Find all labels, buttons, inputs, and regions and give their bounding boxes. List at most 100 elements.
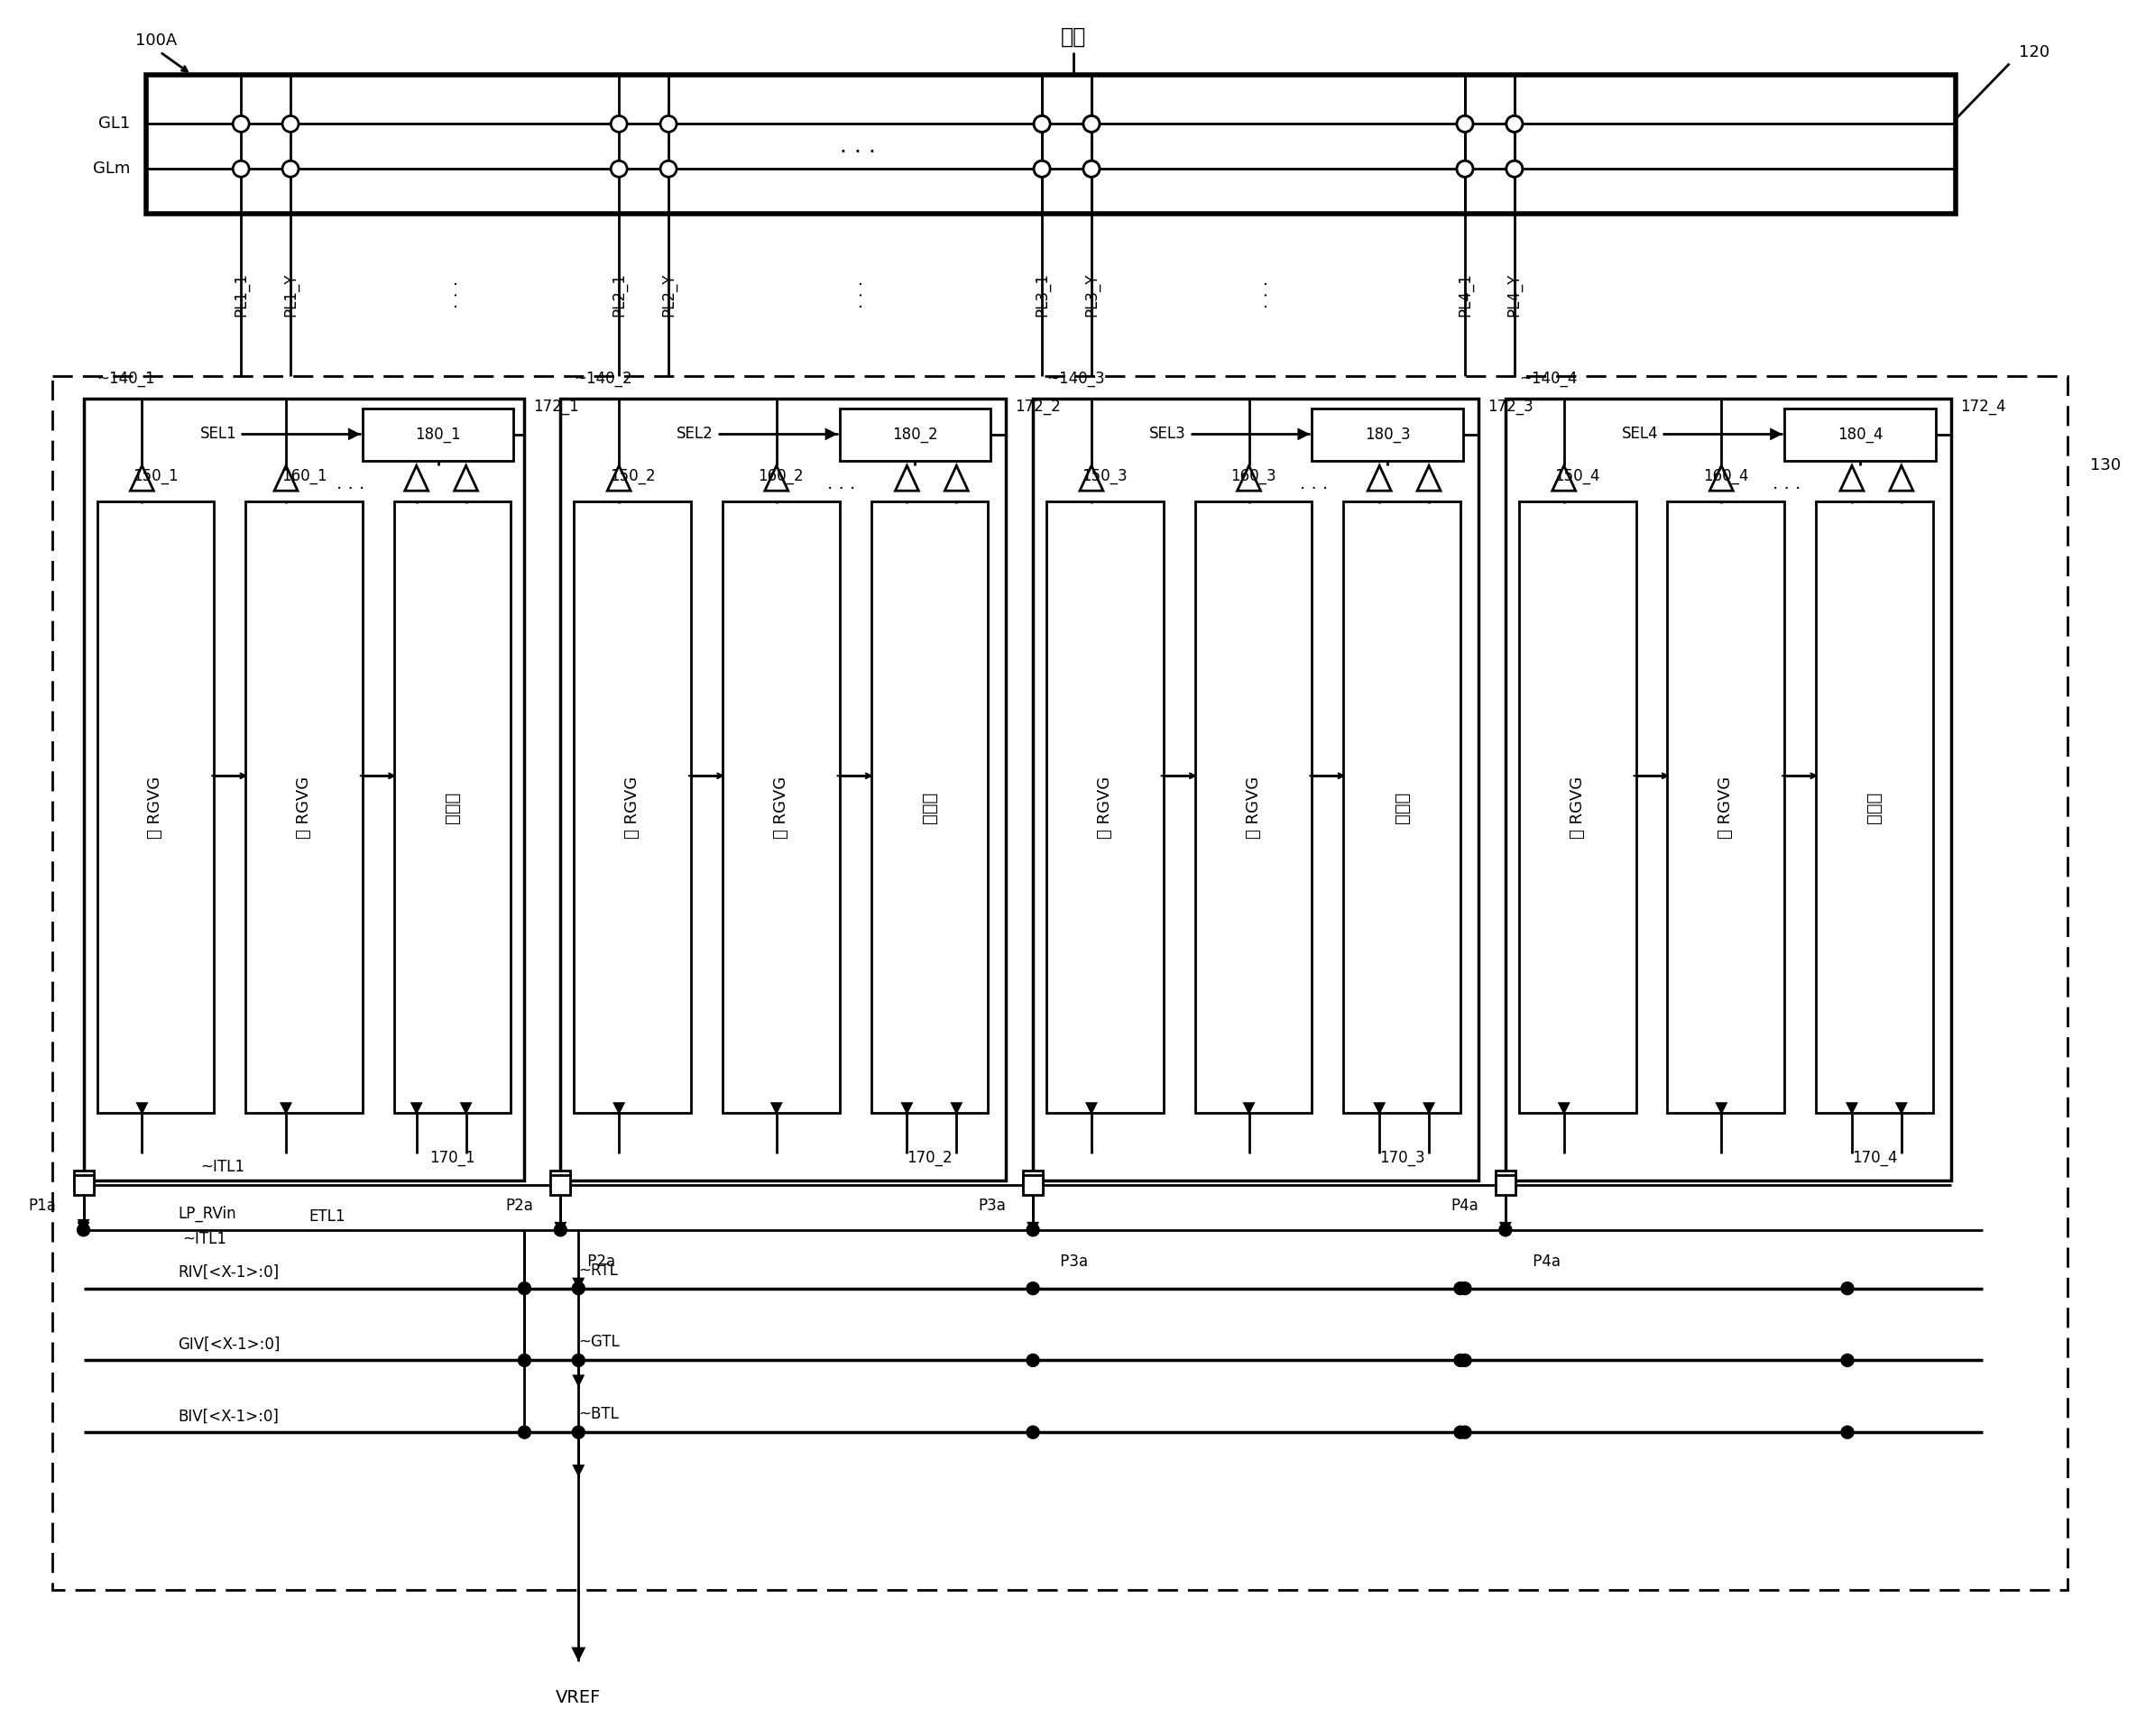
Text: . . .: . . . [444,281,461,309]
Polygon shape [1552,465,1575,491]
Circle shape [612,161,627,177]
Text: 主 RGVG: 主 RGVG [148,776,163,838]
Text: ~140_3: ~140_3 [1047,370,1105,387]
Bar [723,502,839,1113]
Text: ~RTL: ~RTL [579,1262,618,1278]
Text: PL4_Y: PL4_Y [1506,273,1522,316]
Bar [84,398,524,1180]
Text: . . .: . . . [337,476,365,491]
Bar [560,398,1006,1180]
Text: 172_1: 172_1 [534,399,579,415]
Text: . . .: . . . [1300,476,1328,491]
Circle shape [554,1224,567,1236]
Bar [1667,502,1785,1113]
Polygon shape [573,1375,584,1387]
Polygon shape [455,465,479,491]
Text: ~ITL1: ~ITL1 [200,1160,245,1175]
Bar [1816,502,1934,1113]
Bar [1195,502,1311,1113]
Text: 172_3: 172_3 [1487,399,1532,415]
Polygon shape [1841,465,1863,491]
Polygon shape [1500,1222,1511,1234]
Polygon shape [1770,427,1783,441]
Text: 180_3: 180_3 [1365,427,1410,443]
Circle shape [234,116,249,132]
Text: 130: 130 [2090,458,2120,474]
Text: 160_1: 160_1 [281,469,326,484]
Polygon shape [410,1102,423,1115]
Text: 150_4: 150_4 [1554,469,1601,484]
Text: ETL1: ETL1 [309,1208,346,1224]
Polygon shape [944,465,968,491]
Circle shape [573,1283,584,1295]
Text: GLm: GLm [92,161,131,177]
Text: PL1_Y: PL1_Y [283,273,298,316]
Text: 150_2: 150_2 [609,469,655,484]
Polygon shape [895,465,918,491]
Bar [52,375,2069,1590]
Circle shape [1457,161,1472,177]
Text: 解码器: 解码器 [921,792,938,823]
Polygon shape [406,465,429,491]
Circle shape [283,116,298,132]
Polygon shape [1846,1102,1858,1115]
Circle shape [1026,1425,1039,1439]
Circle shape [573,1425,584,1439]
Circle shape [1084,116,1099,132]
Text: 160_3: 160_3 [1230,469,1277,484]
Circle shape [661,161,676,177]
Polygon shape [607,465,631,491]
Polygon shape [573,1465,584,1477]
Circle shape [1026,1224,1039,1236]
Text: ~140_1: ~140_1 [97,370,155,387]
Text: 100A: 100A [135,33,178,49]
Polygon shape [1423,1102,1436,1115]
Text: 从 RGVG: 从 RGVG [1245,776,1262,838]
Text: 解码器: 解码器 [1865,792,1882,823]
Text: ~140_4: ~140_4 [1519,370,1577,387]
Text: P2a: P2a [584,1253,616,1269]
Polygon shape [770,1102,783,1115]
Text: ~140_2: ~140_2 [573,370,633,387]
Text: SEL3: SEL3 [1150,425,1187,443]
Bar [73,1175,94,1194]
Circle shape [573,1354,584,1366]
Bar [552,1170,571,1191]
Text: SEL2: SEL2 [676,425,712,443]
Circle shape [1459,1283,1472,1295]
Polygon shape [554,1222,567,1234]
Polygon shape [1243,1102,1255,1115]
Text: P4a: P4a [1451,1198,1479,1213]
Polygon shape [1416,465,1440,491]
Circle shape [1457,116,1472,132]
Circle shape [1026,1354,1039,1366]
Text: SEL1: SEL1 [200,425,236,443]
Circle shape [1457,161,1472,177]
Polygon shape [573,1278,584,1290]
Polygon shape [348,427,361,441]
Polygon shape [135,1102,148,1115]
Circle shape [1459,1425,1472,1439]
Circle shape [283,161,298,177]
Bar [1496,1170,1515,1191]
Text: 从 RGVG: 从 RGVG [1717,776,1734,838]
Bar [1024,1170,1043,1191]
Polygon shape [77,1222,90,1234]
Circle shape [1459,1354,1472,1366]
Text: RIV[<X-1>:0]: RIV[<X-1>:0] [178,1264,279,1281]
Text: BIV[<X-1>:0]: BIV[<X-1>:0] [178,1408,279,1424]
Text: 160_4: 160_4 [1704,469,1749,484]
Circle shape [1455,1425,1466,1439]
Text: 170_4: 170_4 [1852,1149,1897,1167]
Polygon shape [824,427,837,441]
Text: P4a: P4a [1528,1253,1560,1269]
Bar [1343,502,1461,1113]
Polygon shape [1891,465,1912,491]
Text: 主 RGVG: 主 RGVG [1569,776,1586,838]
Circle shape [1084,161,1099,177]
Text: 180_2: 180_2 [893,427,938,443]
Text: SEL4: SEL4 [1622,425,1659,443]
Bar [1519,502,1635,1113]
Bar [1047,502,1163,1113]
Circle shape [1034,161,1049,177]
